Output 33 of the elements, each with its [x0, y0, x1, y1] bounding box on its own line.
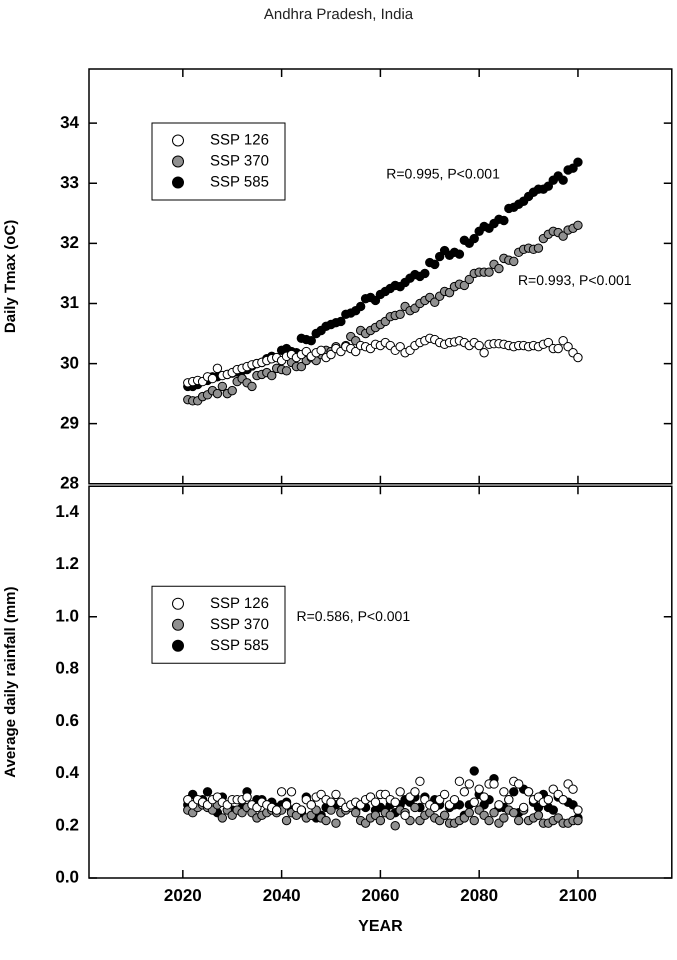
legend-label: SSP 585	[210, 636, 269, 654]
x-tick-label: 2100	[559, 886, 597, 905]
y-tick-label: 30	[60, 353, 79, 372]
legend-label: SSP 126	[210, 594, 269, 612]
y-tick-label: 28	[60, 473, 79, 492]
y-tick-label: 31	[60, 293, 79, 312]
x-tick-label: 2080	[460, 886, 498, 905]
x-axis-title: YEAR	[358, 918, 404, 935]
y-tick-label: 34	[60, 112, 80, 132]
y-tick-label: 1.4	[55, 502, 80, 522]
y-tick-label: 29	[60, 413, 79, 432]
legend-label: SSP 126	[210, 132, 269, 149]
annotation: R=0.586, P<0.001	[296, 608, 410, 624]
y-tick-label: 33	[60, 172, 79, 192]
x-tick-label: 2020	[164, 886, 202, 905]
y-tick-label: 1.0	[55, 606, 79, 626]
legend-label: SSP 370	[210, 152, 269, 170]
chart-title: Andhra Pradesh, India	[262, 6, 414, 23]
y-axis-title: Daily Tmax (oC)	[2, 220, 20, 334]
legend-label: SSP 370	[210, 616, 269, 633]
x-tick-label: 2060	[361, 886, 400, 905]
y-axis-title: Average daily rainfall (mm)	[2, 586, 20, 778]
y-tick-label: 0.8	[55, 658, 79, 678]
y-tick-label: 32	[60, 233, 79, 252]
annotation: R=0.993, P<0.001	[518, 272, 632, 288]
y-tick-label: 0.0	[55, 868, 79, 887]
legend-label: SSP 585	[210, 174, 269, 191]
annotation: R=0.995, P<0.001	[386, 166, 500, 182]
y-tick-label: 0.2	[55, 815, 79, 834]
y-tick-label: 1.2	[55, 554, 79, 574]
y-tick-label: 0.6	[55, 710, 79, 730]
x-tick-label: 2040	[262, 886, 301, 905]
y-tick-label: 0.4	[55, 763, 80, 782]
